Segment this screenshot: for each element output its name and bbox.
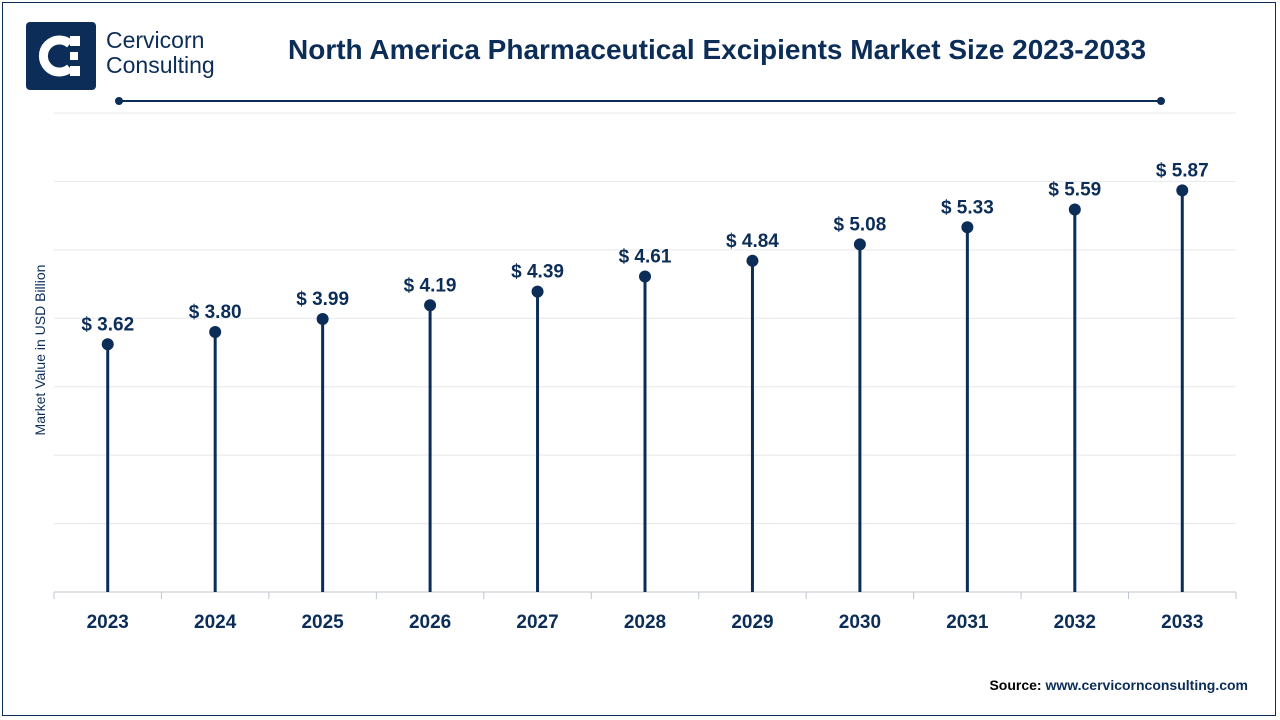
data-label: $ 5.08	[833, 214, 886, 235]
data-label: $ 3.99	[296, 289, 349, 310]
lollipop-point	[746, 254, 759, 267]
brand-line-1: Cervicorn	[106, 27, 205, 53]
lollipop-point	[853, 238, 866, 251]
brand-logo: Cervicorn Consulting	[26, 22, 246, 92]
x-tick-label: 2031	[946, 612, 989, 633]
source-label: Source:	[989, 677, 1042, 693]
title-rule-end-dot	[1157, 97, 1165, 105]
lollipop-point	[1068, 203, 1081, 216]
lollipop-point	[209, 325, 222, 338]
data-label: $ 5.87	[1156, 160, 1209, 181]
lollipop-point	[424, 299, 437, 312]
data-label: $ 4.39	[511, 262, 564, 283]
x-tick-label: 2025	[301, 612, 344, 633]
lollipop-point	[316, 312, 329, 325]
logo-mark-icon	[26, 22, 96, 90]
source-note: Source: www.cervicornconsulting.com	[989, 677, 1248, 693]
x-tick-label: 2027	[516, 612, 558, 633]
lollipop-point	[639, 270, 651, 283]
data-label: $ 4.19	[404, 275, 457, 296]
title-rule	[119, 100, 1161, 102]
x-tick-label: 2024	[194, 612, 237, 633]
x-tick-label: 2029	[731, 612, 773, 633]
data-label: $ 3.80	[189, 302, 242, 323]
lollipop-point	[101, 338, 114, 351]
data-label: $ 5.59	[1048, 179, 1101, 200]
lollipop-point	[531, 285, 544, 298]
chart-title: North America Pharmaceutical Excipients …	[288, 34, 1147, 65]
data-label: $ 4.61	[619, 247, 672, 268]
x-tick-label: 2033	[1161, 612, 1203, 633]
x-tick-label: 2032	[1054, 612, 1096, 633]
data-label: $ 5.33	[941, 197, 994, 218]
data-label: $ 3.62	[81, 314, 134, 335]
lollipop-point	[961, 221, 974, 234]
brand-name: Cervicorn Consulting	[106, 28, 215, 78]
brand-line-2: Consulting	[106, 52, 215, 78]
x-tick-label: 2023	[87, 612, 129, 633]
lollipop-point	[1176, 184, 1189, 197]
x-tick-label: 2030	[839, 612, 881, 633]
data-label: $ 4.84	[726, 231, 779, 252]
x-tick-label: 2026	[409, 612, 451, 633]
source-url: www.cervicornconsulting.com	[1045, 677, 1248, 693]
x-tick-label: 2028	[624, 612, 666, 633]
